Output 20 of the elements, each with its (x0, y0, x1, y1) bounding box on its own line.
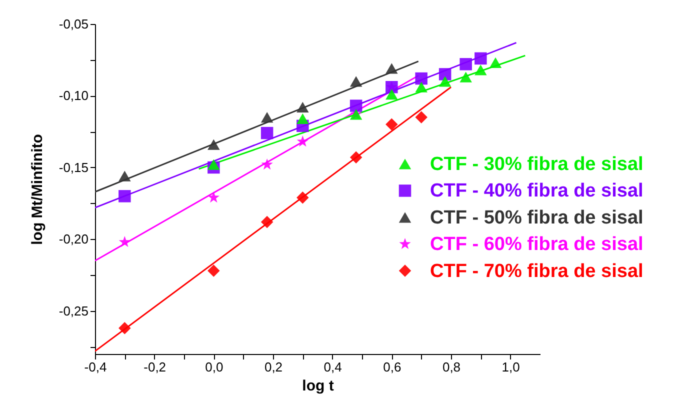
y-tick-label: -0,15 (58, 160, 88, 175)
x-tick-label: 0,2 (264, 360, 283, 374)
y-tick-label: -0,20 (58, 232, 88, 247)
y-tick-label: -0,10 (58, 88, 88, 104)
legend-label: CTF - 70% fibra de sisal (430, 260, 644, 282)
legend-label: CTF - 40% fibra de sisal (430, 180, 644, 202)
x-tick-label: -0,4 (84, 360, 107, 374)
x-tick-label: 0,6 (383, 360, 402, 374)
y-axis-title: log Mt/Minfinito (28, 134, 46, 245)
x-tick-label: 1,0 (502, 360, 520, 374)
legend-label: CTF - 50% fibra de sisal (430, 207, 644, 228)
y-tick-label: -0,05 (58, 16, 88, 32)
x-tick-label: -0,2 (144, 360, 166, 374)
x-tick-label: 0,8 (442, 360, 461, 374)
legend-label: CTF - 60% fibra de sisal (430, 234, 644, 256)
x-tick-label: 0,4 (324, 360, 342, 374)
x-axis-title: log t (302, 378, 334, 394)
legend-label: CTF - 30% fibra de sisal (430, 154, 644, 175)
x-tick-label: 0,0 (205, 360, 224, 374)
y-tick-label: -0,25 (58, 303, 88, 318)
